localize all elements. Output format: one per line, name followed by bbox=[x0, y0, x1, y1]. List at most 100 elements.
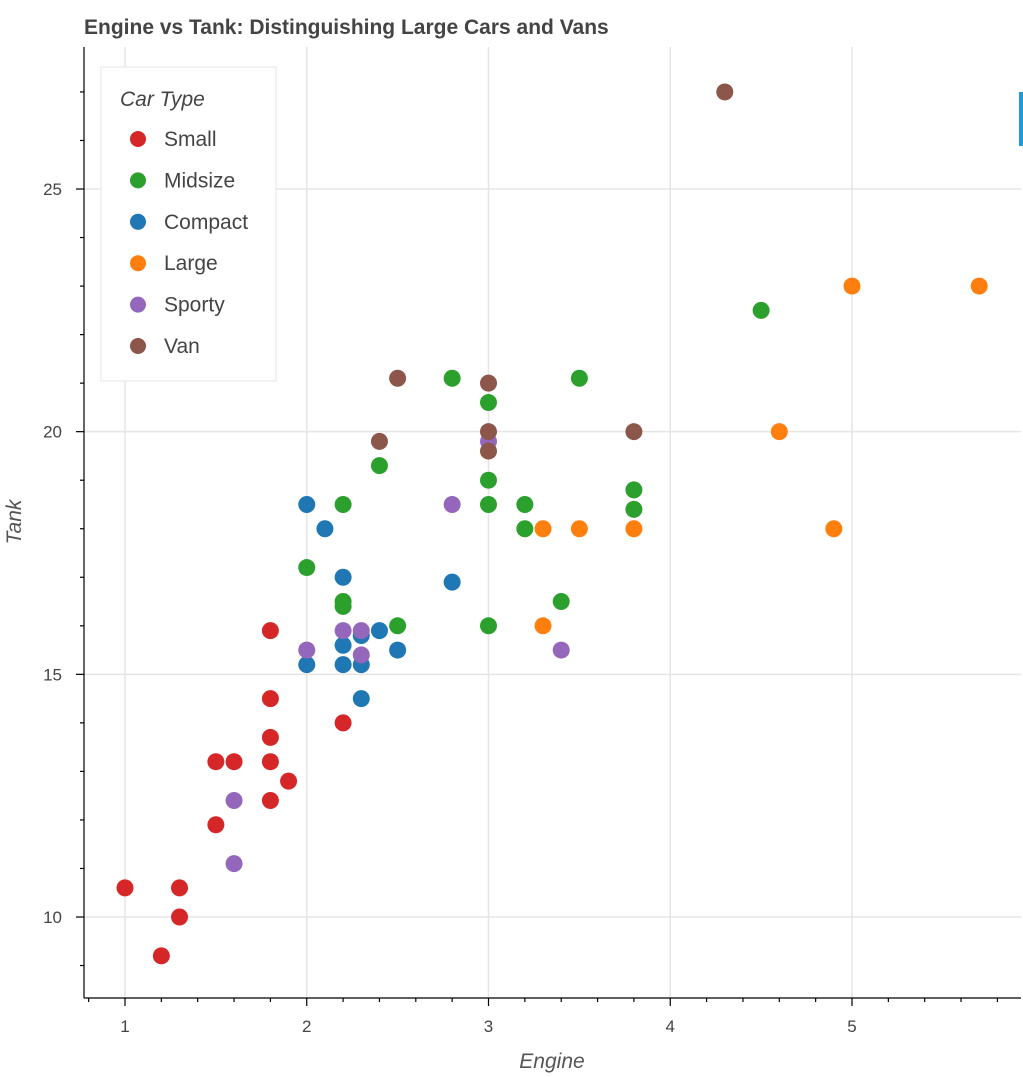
data-point bbox=[261, 622, 279, 640]
y-axis-label: Tank bbox=[3, 498, 26, 544]
data-point bbox=[752, 301, 770, 319]
data-point bbox=[261, 690, 279, 708]
data-point bbox=[298, 656, 316, 674]
x-tick-label: 2 bbox=[302, 1017, 311, 1036]
series-midsize bbox=[298, 301, 770, 635]
legend-label: Large bbox=[164, 252, 218, 275]
data-point bbox=[625, 481, 643, 499]
data-point bbox=[552, 641, 570, 659]
data-point bbox=[298, 641, 316, 659]
data-point bbox=[480, 374, 497, 392]
y-tick-label: 10 bbox=[43, 908, 62, 927]
data-point bbox=[443, 369, 461, 387]
legend-marker bbox=[130, 172, 146, 189]
data-point bbox=[370, 622, 388, 640]
data-point bbox=[825, 520, 843, 538]
data-point bbox=[716, 83, 734, 101]
data-point bbox=[334, 593, 352, 611]
data-point bbox=[352, 646, 370, 664]
data-point bbox=[152, 947, 170, 965]
y-tick-label: 20 bbox=[43, 423, 62, 442]
legend-marker bbox=[130, 255, 146, 272]
data-point bbox=[516, 495, 534, 513]
x-tick-label: 1 bbox=[120, 1017, 129, 1036]
y-tick-label: 25 bbox=[43, 180, 62, 199]
legend-label: Small bbox=[164, 128, 217, 151]
data-point bbox=[516, 520, 534, 538]
axes: 1 2 3 4 5 10 15 20 25 bbox=[43, 47, 1021, 1036]
data-point bbox=[970, 277, 988, 295]
legend-label: Midsize bbox=[164, 169, 235, 192]
data-point bbox=[843, 277, 861, 295]
data-point bbox=[625, 423, 643, 441]
data-point bbox=[625, 520, 643, 538]
series-compact bbox=[298, 495, 461, 708]
data-point bbox=[334, 714, 352, 732]
data-point bbox=[443, 573, 461, 591]
data-point bbox=[570, 369, 588, 387]
data-point bbox=[770, 423, 788, 441]
legend-marker bbox=[130, 131, 146, 147]
x-tick-label: 3 bbox=[484, 1017, 493, 1036]
data-point bbox=[298, 495, 316, 513]
data-point bbox=[261, 753, 279, 771]
data-point bbox=[534, 520, 552, 538]
data-point bbox=[207, 753, 225, 771]
data-point bbox=[443, 495, 461, 513]
data-point bbox=[480, 423, 497, 441]
data-point bbox=[480, 617, 497, 635]
data-point bbox=[225, 753, 243, 771]
series-van bbox=[370, 83, 734, 460]
y-tick-label: 15 bbox=[43, 665, 62, 684]
data-point bbox=[480, 471, 497, 489]
data-point bbox=[261, 792, 279, 810]
data-point bbox=[225, 792, 243, 810]
data-point bbox=[389, 641, 407, 659]
x-tick-label: 5 bbox=[847, 1017, 856, 1036]
data-point bbox=[334, 656, 352, 674]
data-point bbox=[334, 568, 352, 586]
legend: Car Type Small Midsize Compact Large Sporty V… bbox=[100, 66, 277, 382]
data-point bbox=[207, 816, 225, 834]
data-point bbox=[171, 879, 189, 897]
data-point bbox=[370, 432, 388, 450]
data-point bbox=[480, 394, 497, 412]
data-point bbox=[334, 495, 352, 513]
legend-marker bbox=[130, 338, 146, 354]
data-point bbox=[625, 500, 643, 518]
data-point bbox=[116, 879, 134, 897]
data-point bbox=[352, 690, 370, 708]
legend-marker bbox=[130, 296, 146, 313]
data-points bbox=[116, 83, 988, 965]
legend-marker bbox=[130, 213, 146, 230]
data-point bbox=[480, 495, 497, 513]
data-point bbox=[552, 593, 570, 611]
data-point bbox=[280, 772, 298, 790]
series-small bbox=[116, 622, 352, 965]
data-point bbox=[334, 636, 352, 654]
legend-label: Sporty bbox=[164, 294, 225, 317]
data-point bbox=[570, 520, 588, 538]
series-large bbox=[534, 277, 988, 635]
x-tick-label: 4 bbox=[666, 1017, 675, 1036]
data-point bbox=[534, 617, 552, 635]
legend-label: Compact bbox=[164, 211, 248, 234]
legend-box bbox=[100, 66, 277, 382]
legend-items: Small Midsize Compact Large Sporty Van bbox=[130, 128, 248, 358]
data-point bbox=[389, 369, 407, 387]
toolbar-edge-marker bbox=[1019, 92, 1023, 146]
grid bbox=[84, 47, 1021, 998]
x-axis-label: Engine bbox=[519, 1050, 584, 1073]
legend-label: Van bbox=[164, 335, 200, 358]
data-point bbox=[352, 622, 370, 640]
data-point bbox=[261, 728, 279, 746]
data-point bbox=[298, 559, 316, 577]
data-point bbox=[225, 855, 243, 873]
legend-title: Car Type bbox=[120, 88, 205, 111]
data-point bbox=[334, 622, 352, 640]
data-point bbox=[171, 908, 189, 926]
chart-title: Engine vs Tank: Distinguishing Large Car… bbox=[84, 16, 609, 39]
data-point bbox=[370, 457, 388, 475]
data-point bbox=[316, 520, 334, 538]
